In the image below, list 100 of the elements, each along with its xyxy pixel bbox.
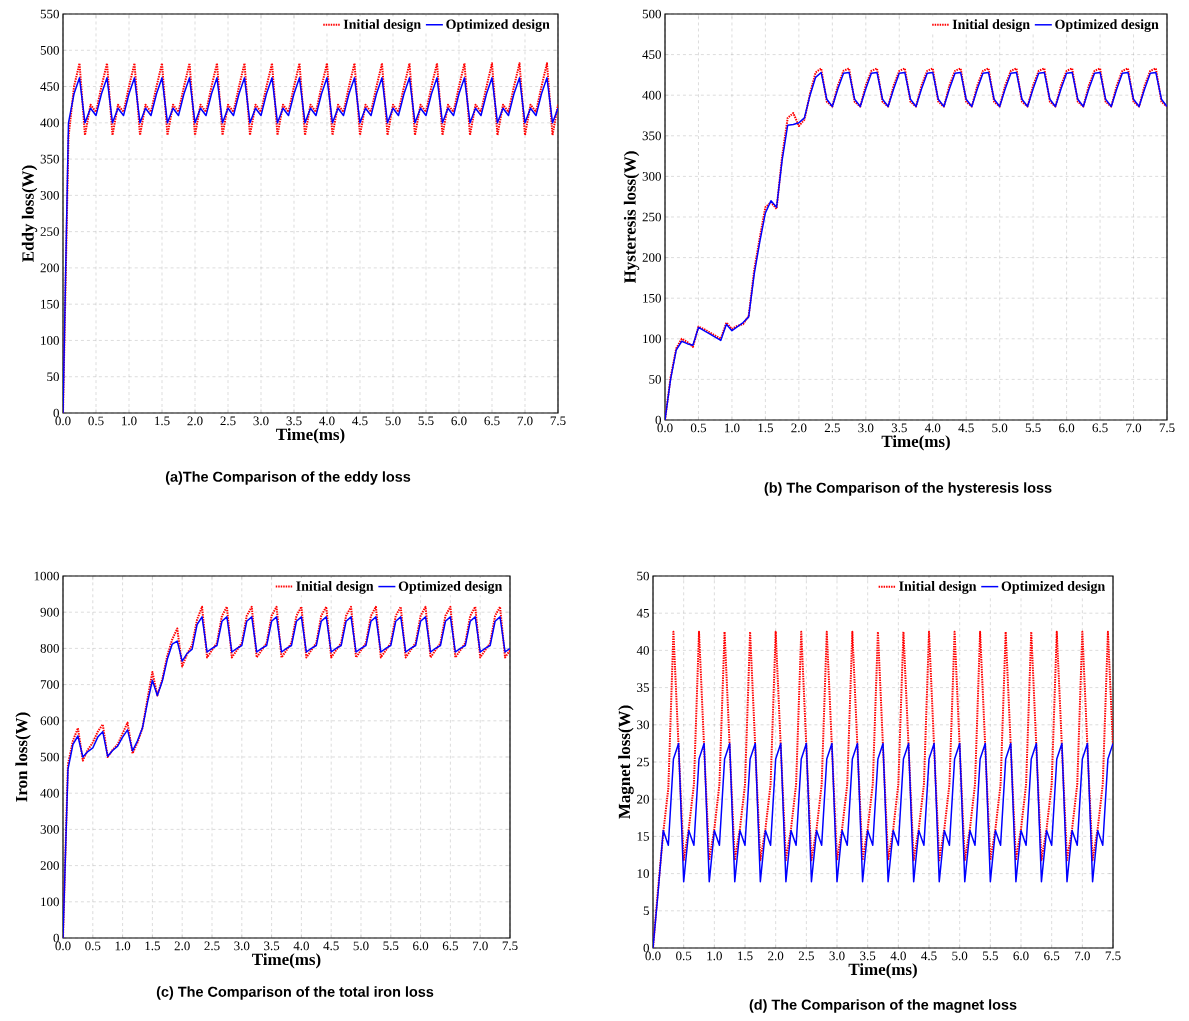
x-tick-label: 0.5 [85, 941, 101, 951]
x-axis-title: Time(ms) [881, 435, 950, 451]
legend-label: Optimized design [446, 19, 550, 32]
x-tick-label: 1.0 [115, 941, 131, 951]
x-tick-label: 4.0 [924, 423, 941, 433]
x-tick-label: 3.0 [253, 416, 269, 426]
y-tick-label: 300 [642, 172, 661, 181]
x-tick-label: 2.0 [768, 951, 784, 961]
x-tick-label: 3.5 [264, 941, 280, 951]
x-tick-label: 2.0 [174, 941, 190, 951]
x-tick-label: 1.5 [758, 423, 773, 433]
y-tick-label: 400 [642, 90, 661, 100]
y-tick-label: 25 [637, 757, 649, 767]
x-tick-label: 6.0 [451, 416, 467, 426]
x-tick-label: 4.5 [352, 416, 368, 426]
x-tick-label: 7.0 [472, 941, 488, 951]
x-tick-label: 4.0 [319, 416, 335, 426]
y-tick-label: 0 [53, 408, 59, 418]
y-tick-label: 40 [636, 646, 649, 655]
y-tick-label: 5 [643, 906, 649, 916]
y-tick-label: 200 [642, 253, 661, 262]
x-tick-label: 2.5 [220, 416, 236, 426]
legend-label: Optimized design [1001, 581, 1106, 594]
x-tick-label: 0.0 [657, 423, 673, 433]
y-axis-title: Eddy loss(W) [21, 165, 38, 262]
y-tick-label: 700 [40, 680, 59, 689]
y-axis-title: Iron loss(W) [15, 712, 31, 802]
x-tick-label: 3.0 [829, 951, 845, 961]
x-tick-label: 7.0 [1075, 951, 1090, 961]
x-tick-label: 7.5 [550, 416, 566, 426]
x-tick-label: 5.0 [385, 416, 401, 426]
y-tick-label: 250 [40, 227, 59, 236]
y-tick-label: 100 [41, 897, 59, 907]
y-axis-title: Magnet loss(W) [618, 705, 634, 819]
y-tick-label: 50 [649, 375, 661, 384]
legend-label: Initial design [952, 19, 1030, 32]
x-tick-label: 6.5 [442, 941, 458, 951]
x-tick-label: 3.0 [858, 423, 874, 433]
y-tick-label: 600 [40, 716, 59, 726]
x-axis-title: Time(ms) [848, 963, 917, 979]
y-tick-label: 200 [40, 263, 59, 273]
y-tick-label: 300 [40, 825, 59, 834]
y-tick-label: 200 [40, 861, 59, 870]
y-tick-label: 500 [40, 752, 59, 762]
legend-label: Optimized design [1055, 19, 1159, 32]
x-tick-label: 3.5 [286, 416, 302, 426]
y-tick-label: 900 [40, 607, 59, 617]
x-tick-label: 2.5 [798, 951, 814, 961]
x-tick-label: 7.5 [502, 941, 518, 951]
legend-label: Initial design [343, 19, 421, 32]
y-tick-label: 150 [643, 293, 661, 303]
x-axis-title: Time(ms) [252, 953, 321, 969]
x-tick-label: 5.5 [418, 416, 434, 426]
y-tick-label: 300 [40, 190, 59, 200]
x-tick-label: 2.0 [791, 423, 807, 433]
series-label: Initial design [296, 580, 374, 594]
x-tick-label: 2.5 [204, 941, 220, 951]
x-tick-label: 7.0 [517, 416, 533, 426]
x-tick-label: 1.0 [707, 951, 722, 961]
y-tick-label: 400 [40, 788, 59, 798]
y-tick-label: 0 [643, 943, 649, 953]
y-tick-label: 45 [636, 608, 649, 618]
y-tick-label: 35 [637, 683, 649, 692]
x-tick-label: 0.0 [55, 416, 71, 426]
y-tick-label: 450 [642, 50, 661, 59]
x-tick-label: 5.5 [1025, 423, 1041, 433]
x-tick-label: 7.0 [1126, 423, 1142, 433]
x-tick-label: 0.5 [676, 951, 692, 961]
y-tick-label: 10 [637, 869, 649, 878]
y-tick-label: 100 [643, 334, 661, 344]
y-tick-label: 500 [40, 45, 59, 55]
y-tick-label: 30 [637, 720, 649, 730]
x-tick-label: 5.0 [992, 423, 1008, 433]
x-tick-label: 4.0 [293, 941, 309, 951]
x-tick-label: 1.5 [738, 951, 753, 961]
x-tick-label: 7.5 [1105, 951, 1121, 961]
text: (c) The Comparison of the total iron loss [156, 986, 434, 1000]
y-tick-label: 15 [637, 832, 649, 841]
x-axis-title: Time(ms) [276, 428, 345, 444]
y-tick-label: 0 [53, 933, 59, 943]
y-axis-title: Hysteresis loss(W) [623, 151, 640, 284]
x-tick-label: 5.0 [353, 941, 369, 951]
x-tick-label: 0.5 [690, 423, 707, 433]
text: Initial design [899, 581, 977, 594]
x-tick-label: 5.5 [383, 941, 399, 951]
x-tick-label: 0.0 [55, 941, 71, 951]
y-tick-label: 50 [637, 571, 649, 581]
x-tick-label: 1.5 [145, 941, 160, 951]
y-tick-label: 400 [40, 118, 59, 128]
x-tick-label: 1.0 [724, 423, 740, 433]
x-tick-label: 6.0 [413, 941, 429, 951]
y-tick-label: 500 [642, 9, 661, 19]
x-tick-label: 4.5 [921, 951, 937, 961]
x-tick-label: 4.0 [890, 951, 906, 961]
x-tick-label: 5.5 [983, 951, 998, 961]
x-tick-label: 0.0 [645, 951, 661, 961]
x-tick-label: 1.0 [122, 416, 137, 426]
x-tick-label: 3.0 [234, 941, 250, 951]
y-tick-label: 800 [40, 644, 59, 653]
x-tick-label: 0.5 [88, 416, 104, 426]
